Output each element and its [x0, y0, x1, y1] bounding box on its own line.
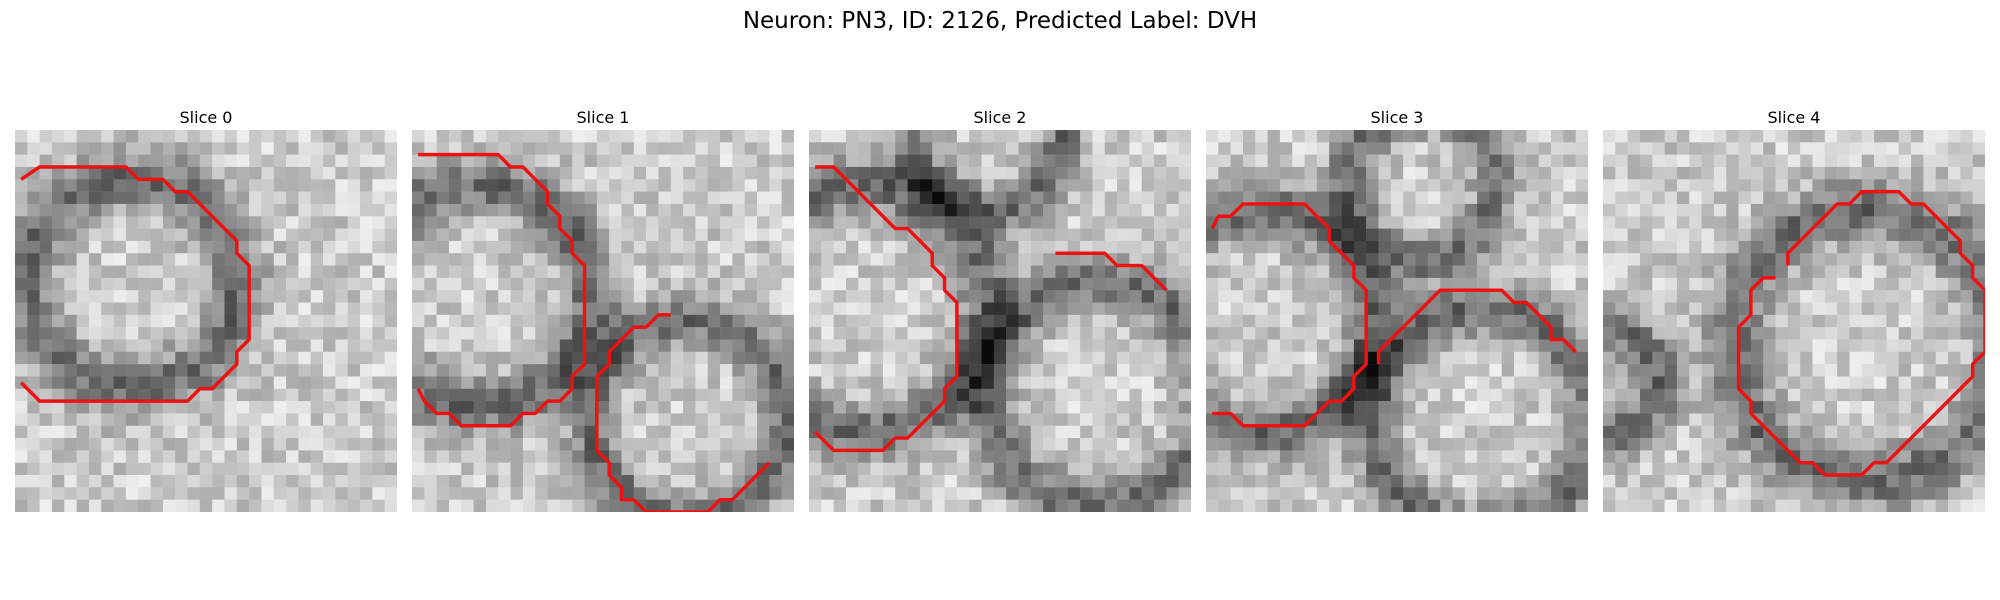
contour-line-2-3 [1376, 288, 1577, 365]
slice-title-4: Slice 4 [1767, 108, 1821, 127]
contour-line-4 [1736, 189, 1985, 477]
contour-line-2-1 [595, 313, 771, 512]
slice-panel-3: Slice 3 [1206, 106, 1588, 512]
figure-title: Neuron: PN3, ID: 2126, Predicted Label: … [742, 8, 1258, 34]
slice-image-0 [15, 130, 397, 512]
slice-image-3 [1206, 130, 1588, 512]
contour-line-0 [19, 165, 251, 403]
slice-title-0: Slice 0 [179, 108, 233, 127]
slice-title-1: Slice 1 [576, 108, 630, 127]
slice-image-1 [412, 130, 794, 512]
slice-panel-1: Slice 1 [412, 106, 794, 512]
contour-line-2 [813, 165, 959, 453]
slice-panel-2: Slice 2 [809, 106, 1191, 512]
slice-title-2: Slice 2 [973, 108, 1027, 127]
contour-line-3 [1210, 202, 1368, 428]
slice-panel-0: Slice 0 [15, 106, 397, 512]
slice-image-4 [1603, 130, 1985, 512]
slice-title-3: Slice 3 [1370, 108, 1424, 127]
contour-line-2-2 [1055, 251, 1168, 292]
slice-panel-4: Slice 4 [1603, 106, 1985, 512]
contour-line-1 [416, 152, 587, 428]
slice-image-2 [809, 130, 1191, 512]
